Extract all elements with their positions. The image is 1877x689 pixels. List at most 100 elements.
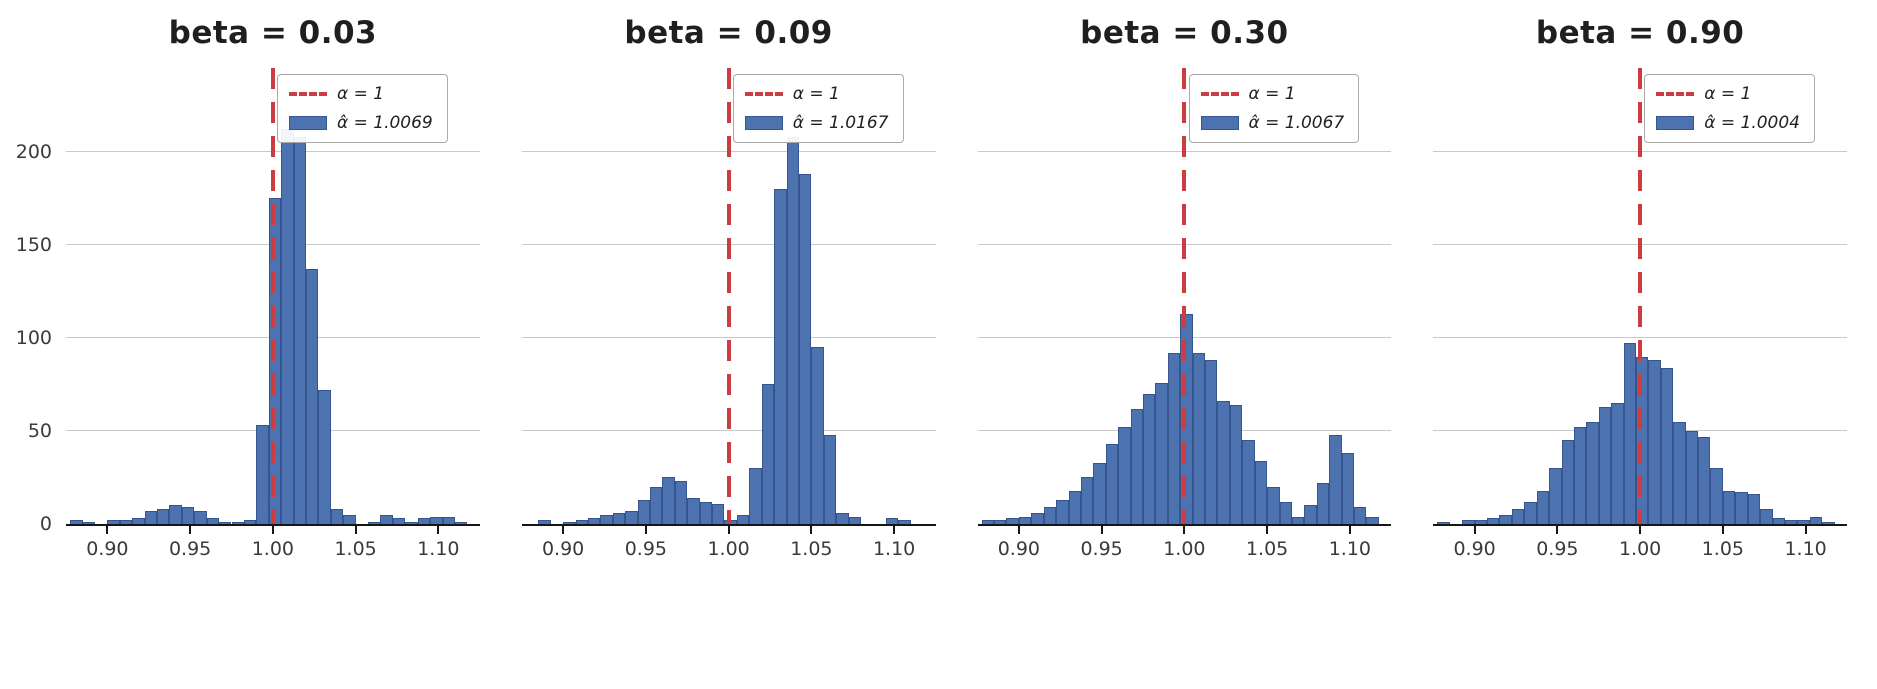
histogram-bar	[132, 518, 145, 524]
histogram-bar	[1354, 507, 1367, 524]
legend-label: α = 1	[792, 84, 840, 104]
legend-row-alpha-line: α = 1	[289, 84, 433, 104]
histogram-bar	[538, 520, 551, 524]
histogram-swatch-icon	[1200, 116, 1239, 130]
legend: α = 1 α̂ = 1.0167	[732, 74, 904, 143]
x-tick-label: 1.00	[251, 538, 295, 560]
histogram-bar	[1487, 518, 1500, 524]
x-tick-mark	[1266, 526, 1269, 534]
x-tick-label: 1.10	[1784, 538, 1827, 560]
histogram-bar	[1462, 520, 1475, 524]
x-tick-label: 0.95	[168, 538, 212, 560]
histogram-swatch-icon	[289, 116, 327, 130]
y-tick-label: 50	[27, 419, 52, 442]
histogram-bar	[1760, 509, 1773, 524]
histogram-bar	[1499, 514, 1512, 524]
histogram-bar	[848, 516, 862, 524]
histogram-swatch-icon	[1656, 116, 1695, 130]
histogram-bar	[417, 518, 431, 524]
plot-area: α = 1 α̂ = 1.0167	[521, 68, 936, 526]
x-tick-label: 1.05	[334, 538, 377, 560]
histogram-bar	[206, 518, 220, 524]
x-tick-label: 1.00	[1163, 538, 1206, 560]
histogram-bar	[219, 522, 232, 524]
histogram-bar	[70, 520, 83, 524]
x-tick-mark	[271, 526, 274, 534]
histogram-bar	[1143, 393, 1156, 524]
histogram-bar	[774, 188, 787, 524]
histogram-bar	[256, 425, 269, 524]
histogram-bar	[442, 516, 455, 524]
histogram-bar	[811, 347, 824, 524]
histogram-bar	[330, 509, 344, 524]
x-tick-mark	[1721, 526, 1724, 534]
subplot-title: beta = 0.30	[1080, 15, 1289, 51]
histogram-bar	[343, 514, 356, 524]
histogram-bar	[798, 174, 812, 524]
histogram-bar	[1068, 490, 1081, 524]
histogram-bar	[1316, 483, 1330, 524]
histogram-bar	[994, 520, 1007, 524]
plot-area: α = 1 α̂ = 1.0069 0 50 100 150 200	[16, 68, 480, 535]
histogram-bar	[885, 518, 899, 524]
histogram-bar	[1205, 360, 1218, 524]
histogram-bar	[107, 520, 120, 524]
histogram-bar	[1437, 522, 1450, 524]
histogram-bar	[1735, 492, 1748, 524]
histogram-bar	[1018, 516, 1032, 524]
histogram-bar	[736, 514, 750, 524]
x-tick-mark	[1639, 526, 1642, 534]
histogram-bar	[1304, 505, 1317, 524]
histogram-bar	[1118, 427, 1131, 524]
histogram-bar	[368, 522, 381, 524]
histogram-bar	[1648, 360, 1661, 524]
x-tick-label: 0.95	[624, 538, 668, 560]
histogram-bar	[1511, 509, 1525, 524]
histogram-bar	[405, 522, 418, 524]
subplot-beta-0.03: beta = 0.03 α = 1 α̂ = 1.0069 0 50 100 150 2…	[16, 10, 480, 576]
histogram-bar	[1822, 522, 1835, 524]
legend: α = 1 α̂ = 1.0069	[277, 74, 448, 143]
x-tick-mark	[1473, 526, 1476, 534]
x-tick-mark	[437, 526, 440, 534]
x-tick-mark	[354, 526, 357, 534]
histogram-bar	[1229, 404, 1243, 524]
x-axis: 0.90 0.95 1.00 1.05 1.10	[66, 526, 480, 576]
histogram-bar	[1660, 367, 1674, 524]
x-tick-label: 0.90	[541, 538, 585, 560]
histogram-bar	[1784, 520, 1798, 524]
alpha-reference-vline	[726, 68, 731, 524]
legend-label: α = 1	[1704, 84, 1752, 104]
histogram-bar	[1573, 427, 1587, 524]
histogram-bar	[1685, 430, 1699, 524]
histogram-bar	[1623, 343, 1636, 524]
alpha-reference-vline	[270, 68, 275, 524]
histogram-bar	[1710, 468, 1723, 524]
x-tick-mark	[1183, 526, 1186, 534]
legend-row-alpha-line: α = 1	[1656, 84, 1800, 104]
histogram-bar	[1586, 421, 1599, 524]
figure: beta = 0.03 α = 1 α̂ = 1.0069 0 50 100 150 2…	[16, 10, 1847, 576]
histogram-bar	[712, 503, 725, 524]
histogram-bar	[1267, 486, 1280, 524]
legend-label: α̂ = 1.0069	[337, 113, 433, 133]
histogram-bar	[430, 516, 443, 524]
x-tick-label: 1.00	[1618, 538, 1662, 560]
legend-row-alpha-line: α = 1	[1200, 84, 1345, 104]
x-tick-label: 1.10	[1328, 538, 1372, 560]
histogram-bar	[1155, 382, 1168, 524]
subplot-beta-0.90: beta = 0.90 α = 1 α̂ = 1.0004 0.90 0.95 1.…	[1433, 10, 1847, 576]
x-tick-mark	[644, 526, 647, 534]
histogram-bar	[1031, 512, 1044, 524]
histogram-bar	[1341, 453, 1354, 524]
subplot-title: beta = 0.03	[168, 15, 378, 51]
x-tick-label: 1.05	[1701, 538, 1745, 560]
dashed-line-sample-icon	[289, 92, 327, 96]
histogram-bar	[898, 520, 911, 524]
histogram-bar	[786, 136, 799, 524]
histogram-bar	[600, 514, 613, 524]
legend-label: α̂ = 1.0067	[1248, 113, 1345, 133]
histogram-bar	[1809, 516, 1823, 524]
x-tick-mark	[1556, 526, 1559, 534]
x-axis: 0.90 0.95 1.00 1.05 1.10	[978, 526, 1392, 576]
